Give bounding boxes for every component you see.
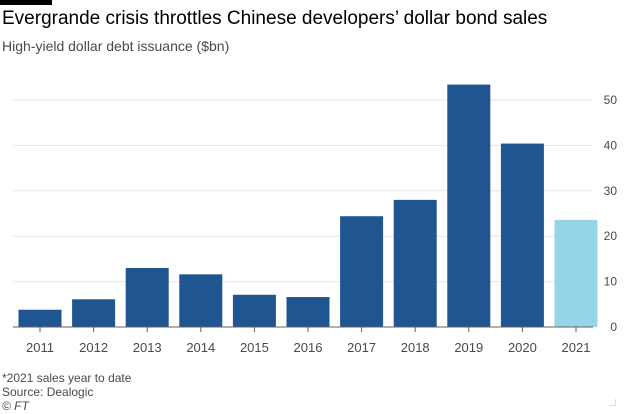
- x-tick-label: 2019: [454, 340, 483, 355]
- bar-2017: [340, 216, 384, 327]
- bar-2014: [179, 274, 223, 327]
- chart-subtitle: High-yield dollar debt issuance ($bn): [2, 38, 230, 54]
- y-tick-label: 20: [604, 229, 618, 243]
- ft-top-rule: [0, 0, 52, 5]
- x-tick-label: 2017: [347, 340, 376, 355]
- x-tick-label: 2014: [186, 340, 215, 355]
- bar-2018: [393, 199, 437, 327]
- bar-chart: 0 10 20 30 40 50 2011 2012 2013 2014 2015 2016 2017 2…: [13, 84, 618, 355]
- footnote: *2021 sales year to date: [2, 371, 132, 385]
- bar-2021: [554, 219, 598, 327]
- bar-2016: [286, 297, 330, 327]
- y-tick-label: 10: [604, 275, 618, 289]
- y-tick-label: 30: [604, 184, 618, 198]
- x-tick-label: 2021: [562, 340, 591, 355]
- bar-2015: [232, 294, 276, 327]
- x-tick-label: 2020: [508, 340, 537, 355]
- bar-2012: [72, 299, 116, 327]
- bar-2011: [18, 309, 62, 327]
- x-tick-label: 2013: [133, 340, 162, 355]
- bar-2019: [447, 84, 491, 328]
- resize-corner-icon: [609, 399, 616, 406]
- chart-notes: *2021 sales year to date Source: Dealogi…: [2, 371, 131, 413]
- x-tick-label: 2018: [401, 340, 430, 355]
- x-tick-label: 2011: [26, 340, 54, 355]
- ft-credit: © FT: [2, 399, 29, 413]
- bar-2013: [125, 267, 169, 327]
- x-tick-label: 2015: [240, 340, 269, 355]
- y-tick-label: 0: [610, 320, 617, 334]
- source-note: Source: Dealogic: [2, 385, 94, 399]
- y-tick-label: 50: [604, 93, 618, 107]
- x-tick-label: 2016: [294, 340, 323, 355]
- y-tick-label: 40: [604, 138, 618, 152]
- x-tick-label: 2012: [79, 340, 108, 355]
- bar-2020: [500, 143, 544, 327]
- chart-title: Evergrande crisis throttles Chinese deve…: [2, 8, 548, 29]
